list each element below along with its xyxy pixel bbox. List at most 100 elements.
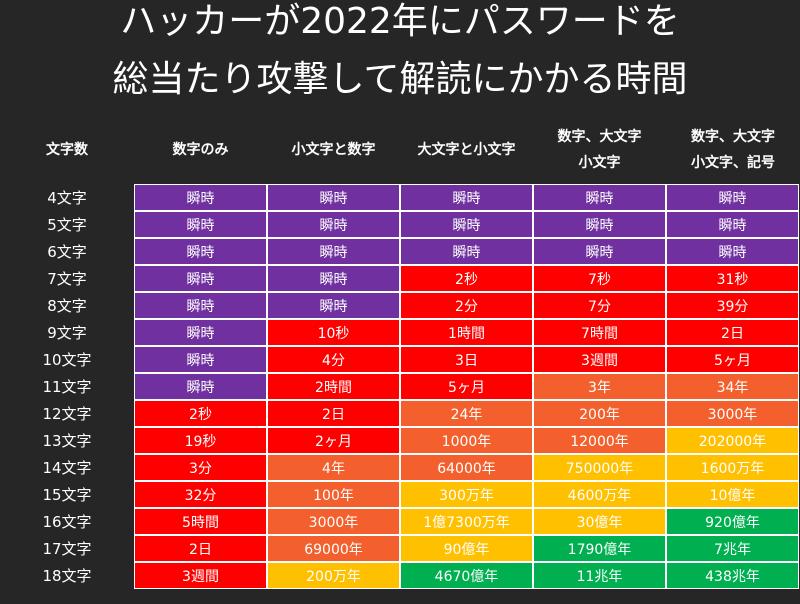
table-cell: 2日 [134, 535, 267, 562]
table-cell: 瞬時 [134, 292, 267, 319]
row-label: 14文字 [42, 459, 92, 477]
table-cell: 5ヶ月 [400, 373, 533, 400]
row-label: 6文字 [47, 243, 87, 261]
table-cell: 3週間 [533, 346, 666, 373]
table-cell: 瞬時 [533, 211, 666, 238]
table-cell: 5時間 [134, 508, 267, 535]
header-digits-only-label: 数字のみ [172, 142, 229, 158]
table-cell: 4分 [267, 346, 400, 373]
table-cell: 10秒 [267, 319, 400, 346]
table-cell: 瞬時 [666, 211, 799, 238]
table-cell: 3年 [533, 373, 666, 400]
table-cell: 69000年 [267, 535, 400, 562]
table-cell: 瞬時 [134, 238, 267, 265]
table-cell: 90億年 [400, 535, 533, 562]
table-cell: 200年 [533, 400, 666, 427]
table-cell: 瞬時 [533, 184, 666, 211]
table-cell: 3週間 [134, 562, 267, 589]
table-cell: 1790億年 [533, 535, 666, 562]
row-label: 17文字 [42, 540, 92, 558]
table-cell: 34年 [666, 373, 799, 400]
table-cell: 200万年 [267, 562, 400, 589]
table-cell: 7分 [533, 292, 666, 319]
row-label: 9文字 [47, 324, 87, 342]
table-cell: 瞬時 [134, 373, 267, 400]
table-cell: 7兆年 [666, 535, 799, 562]
row-label: 11文字 [42, 378, 92, 396]
header-upper-lower-label: 大文字と小文字 [417, 142, 516, 158]
table-cell: 1600万年 [666, 454, 799, 481]
row-label: 16文字 [42, 513, 92, 531]
table-cell: 11兆年 [533, 562, 666, 589]
header-all-line-1: 数字、大文字 [691, 129, 775, 145]
header-digits-upper-lower: 数字、大文字 小文字 [533, 118, 666, 182]
table-cell: 64000年 [400, 454, 533, 481]
table-cell: 4年 [267, 454, 400, 481]
header-chars: 文字数 [0, 118, 134, 182]
header-all-line-2: 小文字、記号 [691, 155, 775, 171]
table-cell: 瞬時 [400, 184, 533, 211]
table-cell: 瞬時 [533, 238, 666, 265]
table-cell: 100年 [267, 481, 400, 508]
row-label: 5文字 [47, 216, 87, 234]
table-cell: 19秒 [134, 427, 267, 454]
table-cell: 3日 [400, 346, 533, 373]
header-lower-digits-label: 小文字と数字 [291, 142, 376, 158]
header-chars-label: 文字数 [46, 142, 88, 158]
table-cell: 4600万年 [533, 481, 666, 508]
table-cell: 瞬時 [400, 211, 533, 238]
table-cell: 瞬時 [134, 184, 267, 211]
row-label: 18文字 [42, 567, 92, 585]
table-cell: 3000年 [666, 400, 799, 427]
table-cell: 438兆年 [666, 562, 799, 589]
table-cell: 202000年 [666, 427, 799, 454]
table-cell: 瞬時 [400, 238, 533, 265]
table-cell: 瞬時 [267, 184, 400, 211]
table-cell: 2日 [666, 319, 799, 346]
header-lower-digits: 小文字と数字 [267, 118, 400, 182]
table-cell: 瞬時 [134, 265, 267, 292]
row-label: 13文字 [42, 432, 92, 450]
table-cell: 瞬時 [666, 238, 799, 265]
row-label: 15文字 [42, 486, 92, 504]
table-cell: 3000年 [267, 508, 400, 535]
table-cell: 2日 [267, 400, 400, 427]
table-cell: 7時間 [533, 319, 666, 346]
table-cell: 7秒 [533, 265, 666, 292]
page-title-line-2: 総当たり攻撃して解読にかかる時間 [112, 59, 688, 100]
table-cell: 10億年 [666, 481, 799, 508]
table-cell: 瞬時 [134, 211, 267, 238]
table-cell: 12000年 [533, 427, 666, 454]
table-cell: 瞬時 [134, 319, 267, 346]
page-title-line-1: ハッカーが2022年にパスワードを [120, 1, 680, 42]
table-cell: 300万年 [400, 481, 533, 508]
row-label: 7文字 [47, 270, 87, 288]
table-cell: 1億7300万年 [400, 508, 533, 535]
table-cell: 1時間 [400, 319, 533, 346]
header-digits-upper-lower-line-1: 数字、大文字 [557, 129, 642, 145]
row-label: 8文字 [47, 297, 87, 315]
table-cell: 39分 [666, 292, 799, 319]
table-cell: 30億年 [533, 508, 666, 535]
header-digits-upper-lower-line-2: 小文字 [578, 155, 621, 171]
table-cell: 5ヶ月 [666, 346, 799, 373]
header-digits-only: 数字のみ [134, 118, 267, 182]
table-cell: 瞬時 [134, 346, 267, 373]
table-cell: 瞬時 [267, 211, 400, 238]
table-cell: 4670億年 [400, 562, 533, 589]
table-cell: 瞬時 [666, 184, 799, 211]
table-cell: 瞬時 [267, 238, 400, 265]
table-cell: 24年 [400, 400, 533, 427]
table-cell: 瞬時 [267, 265, 400, 292]
table-cell: 瞬時 [267, 292, 400, 319]
row-label: 12文字 [42, 405, 92, 423]
table-cell: 920億年 [666, 508, 799, 535]
table-cell: 3分 [134, 454, 267, 481]
table-cell: 2ヶ月 [267, 427, 400, 454]
table-cell: 32分 [134, 481, 267, 508]
row-label: 10文字 [42, 351, 92, 369]
table-cell: 750000年 [533, 454, 666, 481]
header-upper-lower: 大文字と小文字 [400, 118, 533, 182]
table-cell: 31秒 [666, 265, 799, 292]
table-cell: 2分 [400, 292, 533, 319]
